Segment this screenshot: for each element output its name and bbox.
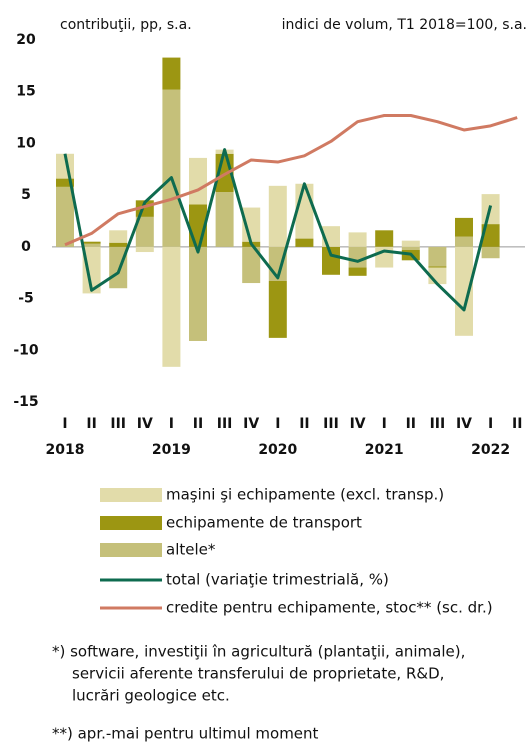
x-tick-label: IV <box>456 416 472 432</box>
year-label: 2021 <box>365 442 404 458</box>
legend-swatch <box>100 516 162 530</box>
bar <box>82 246 101 294</box>
x-tick-label: II <box>512 416 522 432</box>
year-label: 2018 <box>46 442 85 458</box>
footnote: *) software, investiţii în agricultură (… <box>52 643 465 661</box>
bar <box>455 236 473 247</box>
x-tick-label: III <box>430 416 446 432</box>
bar <box>481 224 500 247</box>
line <box>64 114 518 247</box>
bar <box>295 238 314 247</box>
x-tick-label: III <box>110 416 126 432</box>
x-tick-label: I <box>488 416 493 432</box>
bar <box>82 243 101 247</box>
x-tick-label: II <box>299 416 309 432</box>
x-tick-label: IV <box>137 416 153 432</box>
bar <box>215 192 234 247</box>
line <box>63 148 493 312</box>
bar <box>268 280 287 338</box>
bar <box>401 240 420 247</box>
y-tick-label: -5 <box>18 291 34 307</box>
legend-label: total (variaţie trimestrială, %) <box>166 571 389 589</box>
bar <box>455 246 473 336</box>
footnote: lucrări geologice etc. <box>72 687 230 705</box>
left-axis-label: contribuţii, pp, s.a. <box>60 17 192 33</box>
bar <box>162 246 181 367</box>
bar <box>428 246 447 267</box>
bar <box>401 246 420 250</box>
legend-label: credite pentru echipamente, stoc** (sc. … <box>166 599 493 617</box>
bar <box>162 89 181 247</box>
x-tick-label: I <box>169 416 174 432</box>
year-label: 2022 <box>471 442 510 458</box>
x-tick-label: III <box>217 416 233 432</box>
x-tick-label: II <box>406 416 416 432</box>
bar <box>322 246 340 275</box>
x-tick-label: III <box>323 416 339 432</box>
bar <box>162 57 181 90</box>
y-tick-label: 0 <box>21 239 31 255</box>
y-tick-label: 10 <box>16 135 36 151</box>
y-tick-label: -10 <box>13 342 39 358</box>
y-tick-label: 15 <box>16 84 35 100</box>
legend-swatch <box>100 543 162 557</box>
bar <box>455 217 473 237</box>
x-tick-label: II <box>193 416 203 432</box>
bar <box>109 242 128 247</box>
bar <box>242 246 261 284</box>
bar <box>428 266 447 268</box>
x-tick-label: IV <box>350 416 366 432</box>
bar <box>348 232 367 247</box>
bar <box>189 157 207 205</box>
x-tick-label: II <box>86 416 96 432</box>
x-tick-label: IV <box>243 416 259 432</box>
bar <box>109 230 128 243</box>
x-tick-label: I <box>382 416 387 432</box>
y-tick-label: 20 <box>16 32 36 48</box>
year-label: 2019 <box>152 442 191 458</box>
legend-label: maşini şi echipamente (excl. transp.) <box>166 486 444 504</box>
legend-label: altele* <box>166 541 216 559</box>
y-tick-label: -15 <box>13 394 38 410</box>
year-label: 2020 <box>258 442 297 458</box>
bar <box>348 267 367 276</box>
footnote: **) apr.-mai pentru ultimul moment <box>52 725 319 742</box>
right-axis-label: indici de volum, T1 2018=100, s.a. <box>282 17 527 33</box>
legend-swatch <box>100 488 162 502</box>
x-tick-label: I <box>62 416 67 432</box>
bar <box>56 186 74 247</box>
bar <box>135 216 154 247</box>
legend-label: echipamente de transport <box>166 514 362 532</box>
bar <box>82 241 101 244</box>
bar <box>268 185 287 247</box>
x-tick-label: I <box>275 416 280 432</box>
bar <box>135 246 154 253</box>
bar <box>375 230 394 247</box>
bar <box>56 178 74 187</box>
bar <box>348 246 367 268</box>
y-tick-label: 5 <box>21 187 31 203</box>
bar <box>481 246 500 259</box>
bar <box>189 246 207 341</box>
footnote: servicii aferente transferului de propri… <box>72 665 444 683</box>
